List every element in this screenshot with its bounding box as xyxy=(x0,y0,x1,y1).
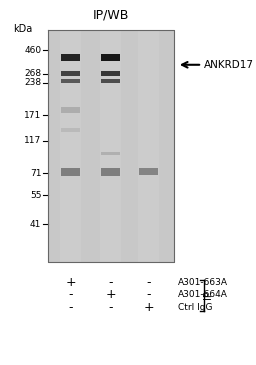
Text: -: - xyxy=(69,301,73,314)
Text: Ctrl IgG: Ctrl IgG xyxy=(178,303,212,312)
Bar xyxy=(101,152,120,155)
Bar xyxy=(61,72,80,76)
Text: 268: 268 xyxy=(24,69,41,78)
Bar xyxy=(61,54,80,61)
Text: IP/WB: IP/WB xyxy=(92,9,129,22)
Text: kDa: kDa xyxy=(13,24,32,34)
Bar xyxy=(60,30,81,262)
Text: 41: 41 xyxy=(30,220,41,228)
Text: 55: 55 xyxy=(30,191,41,200)
Bar xyxy=(101,79,120,83)
Text: A301-663A: A301-663A xyxy=(178,278,228,287)
Bar xyxy=(61,79,80,83)
Text: 460: 460 xyxy=(24,46,41,55)
Bar xyxy=(138,30,159,262)
Text: -: - xyxy=(109,276,113,289)
Bar xyxy=(100,30,121,262)
Text: A301-664A: A301-664A xyxy=(178,290,228,299)
Text: -: - xyxy=(109,301,113,314)
Text: 117: 117 xyxy=(24,137,41,145)
Text: 238: 238 xyxy=(24,78,41,87)
Bar xyxy=(101,168,120,176)
Bar xyxy=(61,168,80,176)
Bar xyxy=(139,168,158,175)
Bar xyxy=(61,107,80,113)
Text: +: + xyxy=(66,276,76,289)
Bar xyxy=(101,71,120,76)
Bar xyxy=(61,128,80,132)
Bar xyxy=(48,30,174,262)
Text: -: - xyxy=(146,276,151,289)
Text: 171: 171 xyxy=(24,111,41,120)
Text: -: - xyxy=(69,288,73,301)
Bar xyxy=(101,54,120,61)
Text: IP: IP xyxy=(204,290,214,299)
Text: -: - xyxy=(146,288,151,301)
Text: +: + xyxy=(143,301,154,314)
Text: +: + xyxy=(105,288,116,301)
Text: 71: 71 xyxy=(30,169,41,178)
Text: ANKRD17: ANKRD17 xyxy=(204,60,254,70)
